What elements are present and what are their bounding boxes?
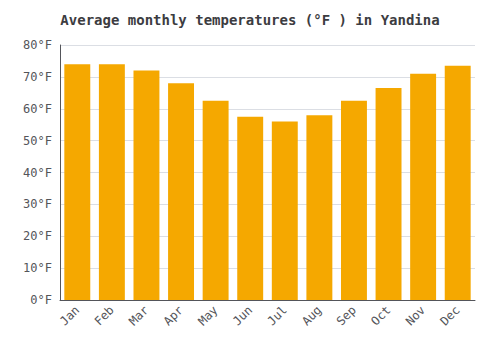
svg-text:20°F: 20°F <box>23 229 52 243</box>
svg-text:80°F: 80°F <box>23 38 52 52</box>
svg-text:40°F: 40°F <box>23 166 52 180</box>
svg-text:Average monthly temperatures (: Average monthly temperatures (°F ) in Ya… <box>60 12 439 28</box>
svg-text:Aug: Aug <box>299 303 324 328</box>
svg-text:Feb: Feb <box>92 303 117 328</box>
svg-text:10°F: 10°F <box>23 261 52 275</box>
svg-text:Mar: Mar <box>126 303 151 328</box>
svg-text:Jun: Jun <box>230 303 255 328</box>
svg-text:Jan: Jan <box>57 303 82 328</box>
svg-text:Dec: Dec <box>437 303 462 328</box>
svg-text:Apr: Apr <box>161 303 186 328</box>
svg-text:30°F: 30°F <box>23 197 52 211</box>
svg-text:Jul: Jul <box>265 303 290 328</box>
svg-text:50°F: 50°F <box>23 134 52 148</box>
svg-text:70°F: 70°F <box>23 70 52 84</box>
svg-text:Sep: Sep <box>334 303 359 328</box>
svg-text:60°F: 60°F <box>23 102 52 116</box>
svg-text:0°F: 0°F <box>30 293 52 307</box>
svg-text:Oct: Oct <box>368 303 393 328</box>
svg-text:Nov: Nov <box>403 303 428 328</box>
svg-text:May: May <box>195 303 220 328</box>
